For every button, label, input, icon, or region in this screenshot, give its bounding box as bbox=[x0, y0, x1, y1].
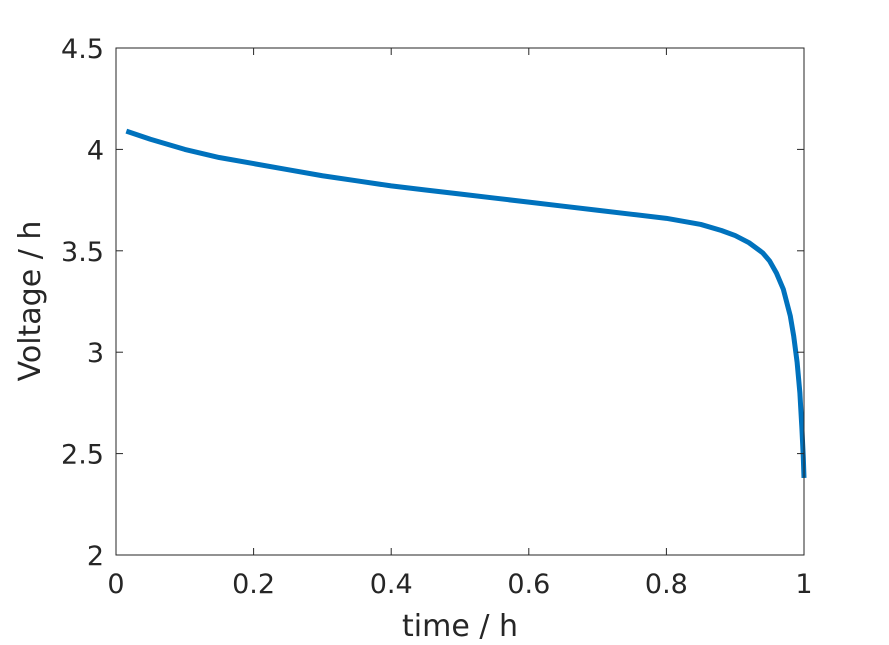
plot-background bbox=[116, 48, 804, 555]
y-tick-label-0: 2 bbox=[87, 541, 104, 572]
x-tick-label-2: 0.4 bbox=[370, 569, 413, 600]
x-tick-label-5: 1 bbox=[795, 569, 812, 600]
x-tick-label-3: 0.6 bbox=[507, 569, 550, 600]
x-tick-label-4: 0.8 bbox=[645, 569, 688, 600]
y-tick-label-1: 2.5 bbox=[61, 440, 104, 471]
y-tick-label-3: 3.5 bbox=[61, 237, 104, 268]
x-axis-label: time / h bbox=[402, 609, 518, 644]
x-tick-label-1: 0.2 bbox=[232, 569, 275, 600]
y-tick-label-5: 4.5 bbox=[61, 34, 104, 65]
curve-layer bbox=[125, 128, 807, 479]
y-tick-label-4: 4 bbox=[87, 135, 104, 166]
series-line-0 bbox=[125, 128, 807, 479]
y-tick-label-2: 3 bbox=[87, 338, 104, 369]
y-axis-label: Voltage / h bbox=[13, 221, 48, 382]
x-ticks: 0 0.2 0.4 0.6 0.8 1 bbox=[107, 48, 813, 600]
axes-box bbox=[115, 47, 805, 556]
y-ticks: 2 2.5 3 3.5 4 4.5 bbox=[61, 34, 804, 572]
x-tick-label-0: 0 bbox=[107, 569, 124, 600]
